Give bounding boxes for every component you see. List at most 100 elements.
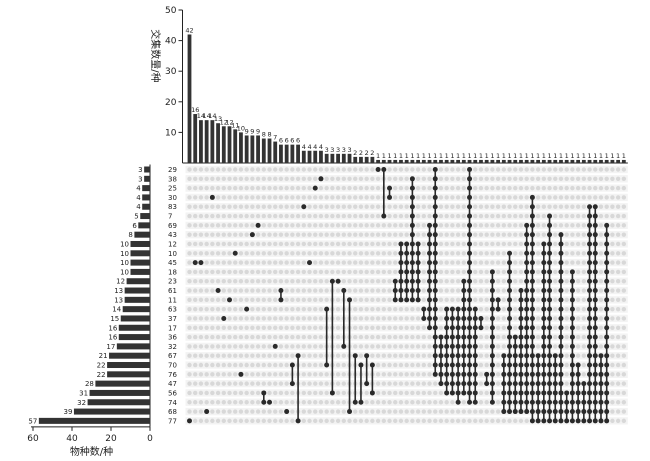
matrix-dot-active <box>569 306 575 312</box>
matrix-dot-inactive <box>415 223 421 228</box>
matrix-dot-inactive <box>507 195 512 200</box>
matrix-dot-inactive <box>410 167 415 172</box>
matrix-dot-active <box>432 315 438 321</box>
matrix-dot-inactive <box>387 372 392 377</box>
matrix-dot-inactive <box>301 213 306 219</box>
matrix-dot-inactive <box>261 316 266 321</box>
matrix-dot-inactive <box>238 279 244 284</box>
matrix-dot-active <box>529 371 535 377</box>
matrix-dot-active <box>427 306 433 312</box>
matrix-dot-active <box>558 278 564 284</box>
matrix-dot-active <box>455 306 461 312</box>
matrix-dot-inactive <box>370 306 375 312</box>
matrix-dot-inactive <box>490 232 495 237</box>
matrix-dot-inactive <box>261 232 266 237</box>
matrix-dot-inactive <box>370 176 375 182</box>
matrix-dot-inactive <box>490 241 495 247</box>
matrix-dot-inactive <box>501 418 507 424</box>
matrix-dot-inactive <box>473 204 478 209</box>
matrix-dot-inactive <box>575 167 581 172</box>
matrix-dot-inactive <box>375 241 381 247</box>
matrix-dot-inactive <box>301 279 306 284</box>
matrix-dot-active <box>409 222 415 228</box>
set-size-bar <box>130 250 150 257</box>
matrix-dot-inactive <box>415 232 421 237</box>
matrix-dot-inactive <box>478 251 484 256</box>
matrix-dot-active <box>592 222 598 228</box>
matrix-dot-inactive <box>267 232 272 237</box>
matrix-dot-inactive <box>233 306 238 312</box>
matrix-dot-inactive <box>375 260 381 265</box>
matrix-dot-active <box>558 399 564 405</box>
matrix-dot-inactive <box>187 334 192 340</box>
intersection-value-label: 9 <box>250 127 254 135</box>
matrix-dot-inactive <box>513 297 518 303</box>
matrix-dot-active <box>541 269 547 275</box>
matrix-dot-active <box>535 390 541 396</box>
matrix-dot-inactive <box>364 390 369 396</box>
matrix-dot-active <box>547 418 553 424</box>
intersection-bar <box>399 159 403 163</box>
matrix-dot-inactive <box>415 195 421 200</box>
matrix-dot-active <box>209 194 215 200</box>
matrix-dot-active <box>524 288 530 294</box>
matrix-dot-inactive <box>233 232 238 237</box>
matrix-dot-active <box>467 232 473 238</box>
matrix-dot-inactive <box>210 185 215 191</box>
matrix-dot-inactive <box>507 167 512 172</box>
matrix-dot-inactive <box>455 409 461 414</box>
matrix-dot-active <box>558 343 564 349</box>
set-name-label: 17 <box>168 324 177 332</box>
matrix-dot-active <box>507 371 513 377</box>
matrix-dot-inactive <box>581 232 587 237</box>
matrix-dot-inactive <box>478 185 484 191</box>
matrix-dot-active <box>547 232 553 238</box>
matrix-dot-inactive <box>278 195 284 200</box>
matrix-dot-active <box>432 222 438 228</box>
matrix-dot-inactive <box>187 251 192 256</box>
matrix-dot-inactive <box>455 232 461 237</box>
matrix-dot-inactive <box>495 409 501 414</box>
matrix-dot-inactive <box>455 195 461 200</box>
matrix-dot-inactive <box>198 195 204 200</box>
matrix-dot-inactive <box>198 325 204 330</box>
matrix-dot-inactive <box>450 288 455 293</box>
matrix-dot-inactive <box>301 390 306 396</box>
matrix-dot-inactive <box>330 195 335 200</box>
matrix-dot-inactive <box>615 316 621 321</box>
intersection-value-label: 1 <box>542 152 546 160</box>
matrix-dot-active <box>547 315 553 321</box>
set-size-bar <box>126 278 150 285</box>
matrix-dot-inactive <box>284 381 289 386</box>
matrix-dot-inactive <box>233 418 238 424</box>
matrix-dot-inactive <box>295 195 301 200</box>
matrix-dot-active <box>472 325 478 331</box>
matrix-dot-inactive <box>284 269 289 275</box>
matrix-dot-active <box>592 409 598 415</box>
intersection-value-label: 1 <box>387 152 391 160</box>
matrix-dot-inactive <box>501 213 507 219</box>
matrix-dot-inactive <box>575 334 581 340</box>
matrix-dot-active <box>552 399 558 405</box>
matrix-dot-active <box>541 306 547 312</box>
matrix-dot-inactive <box>621 204 627 209</box>
matrix-dot-inactive <box>553 195 558 200</box>
intersection-value-label: 13 <box>214 115 222 123</box>
matrix-dot-active <box>461 315 467 321</box>
set-size-bar <box>95 380 150 387</box>
matrix-dot-inactive <box>193 418 198 424</box>
matrix-dot-inactive <box>295 241 301 247</box>
matrix-dot-inactive <box>313 353 318 358</box>
matrix-dot-inactive <box>353 251 358 256</box>
matrix-dot-inactive <box>427 372 432 377</box>
matrix-dot-inactive <box>381 223 387 228</box>
matrix-dot-inactive <box>250 316 255 321</box>
matrix-dot-inactive <box>267 241 272 247</box>
matrix-dot-active <box>467 241 473 247</box>
matrix-dot-active <box>581 409 587 415</box>
matrix-dot-inactive <box>421 204 427 209</box>
matrix-dot-inactive <box>284 372 289 377</box>
matrix-dot-inactive <box>575 176 581 182</box>
matrix-dot-inactive <box>575 344 581 349</box>
